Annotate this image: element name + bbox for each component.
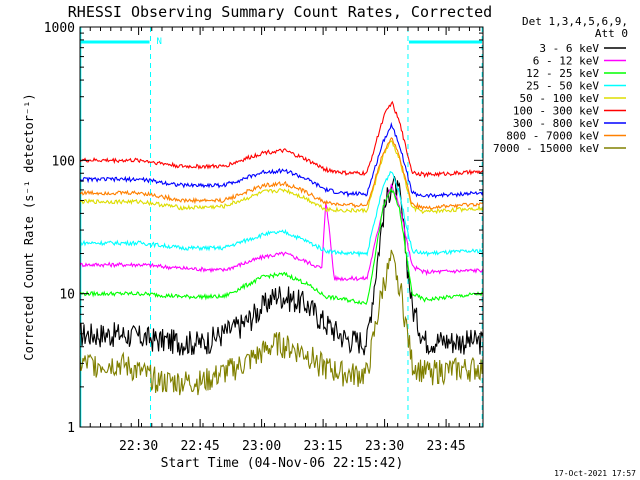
x-tick-label: 23:15 <box>304 439 343 454</box>
night-region-markers: N <box>80 27 483 427</box>
series-line-4 <box>79 140 484 215</box>
legend-label-6: 300 - 800 keV <box>513 117 599 130</box>
series-line-2 <box>79 187 484 305</box>
series-line-5 <box>79 100 484 179</box>
series-line-7 <box>79 137 484 211</box>
legend-header-line2: Att 0 <box>595 27 628 40</box>
y-tick-label: 10 <box>59 288 75 303</box>
legend-header-line1: Det 1,3,4,5,6,9, <box>522 15 628 28</box>
x-tick-label: 23:00 <box>242 439 281 454</box>
legend-label-7: 800 - 7000 keV <box>506 130 599 143</box>
legend-label-3: 25 - 50 keV <box>526 80 599 93</box>
series-line-6 <box>79 121 484 199</box>
x-tick-label: 22:45 <box>181 439 220 454</box>
plot-frame <box>79 26 484 428</box>
night-marker-label: N <box>157 37 162 47</box>
legend-label-1: 6 - 12 keV <box>533 55 600 68</box>
legend-label-8: 7000 - 15000 keV <box>493 142 599 155</box>
y-axis: 1 10 100 1000 <box>44 21 483 436</box>
generated-timestamp: 17-Oct-2021 17:57 <box>554 469 636 478</box>
legend-label-2: 12 - 25 keV <box>526 67 599 80</box>
x-tick-label: 23:45 <box>427 439 466 454</box>
legend-label-0: 3 - 6 keV <box>539 42 599 55</box>
series-line-0 <box>79 175 484 356</box>
series-line-3 <box>79 170 484 258</box>
legend-label-5: 100 - 300 keV <box>513 105 599 118</box>
chart-title: RHESSI Observing Summary Count Rates, Co… <box>68 3 492 21</box>
series-layer <box>79 100 484 396</box>
legend-label-4: 50 - 100 keV <box>520 92 600 105</box>
series-line-1 <box>79 183 484 282</box>
x-tick-label: 22:30 <box>119 439 158 454</box>
y-tick-label: 1000 <box>44 21 75 36</box>
y-tick-label: 100 <box>52 154 75 169</box>
series-line-8 <box>79 249 484 396</box>
x-tick-label: 23:30 <box>365 439 404 454</box>
x-axis: 22:30 22:45 23:00 23:15 23:30 23:45 <box>79 27 481 454</box>
y-tick-label: 1 <box>67 421 75 436</box>
x-axis-label: Start Time (04-Nov-06 22:15:42) <box>161 456 404 471</box>
y-axis-label: Corrected Count Rate (s⁻¹ detector⁻¹) <box>22 93 36 360</box>
